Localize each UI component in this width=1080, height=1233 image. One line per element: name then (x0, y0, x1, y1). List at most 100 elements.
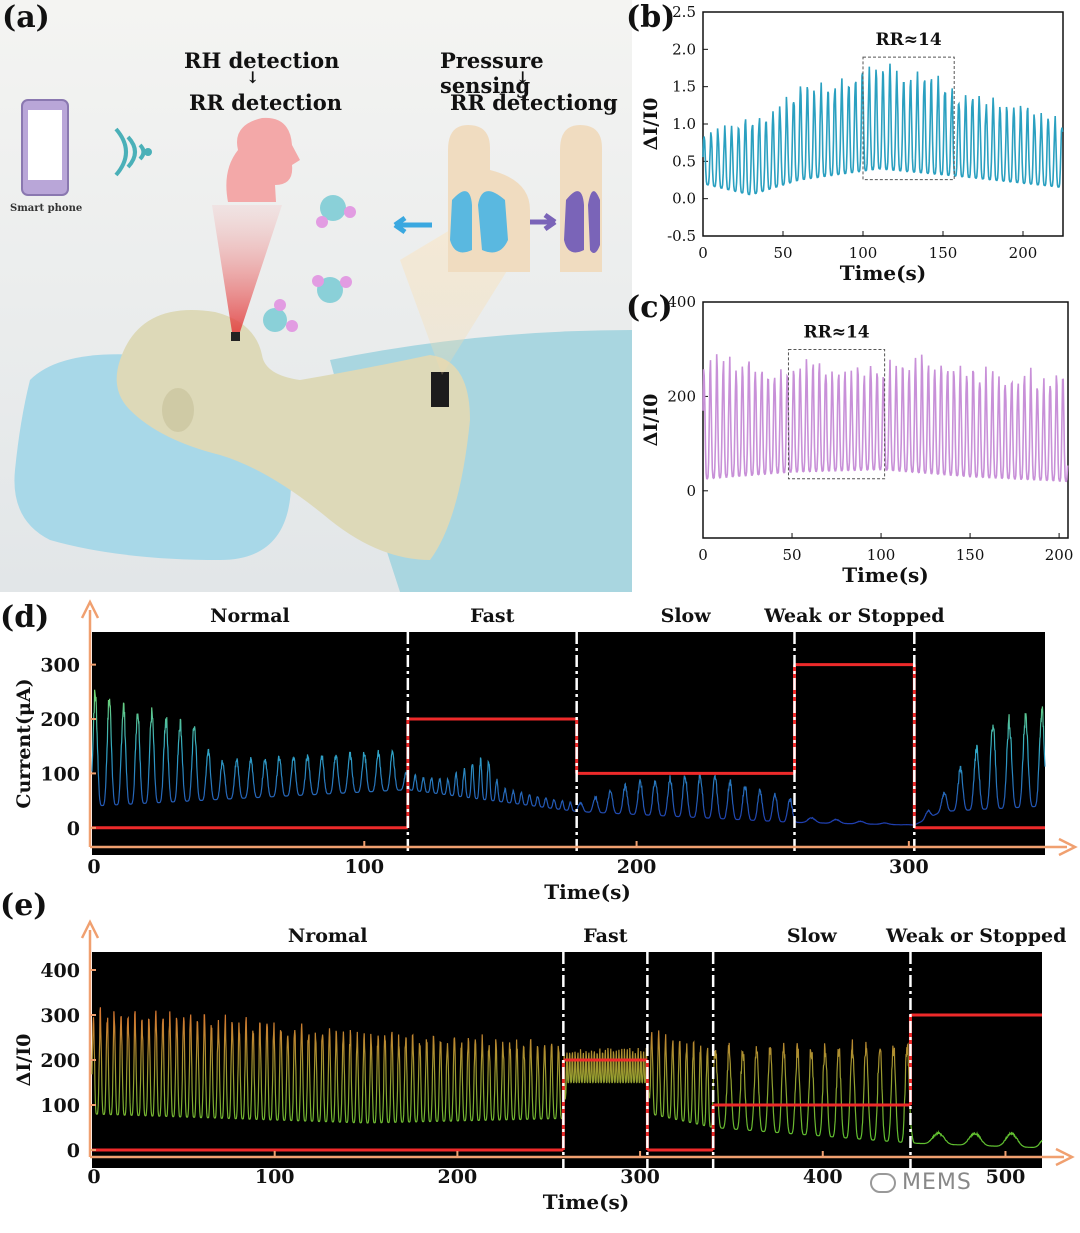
y-tick-label: 400 (667, 293, 696, 311)
x-axis-arrow (1055, 1147, 1075, 1167)
y-tick-label: 300 (40, 1005, 80, 1027)
x-tick-label: 100 (344, 856, 384, 878)
chart-b: 0 50 100 150 200 -0.5 0.0 0.5 1.0 1.5 2.0 2.5 Time(s… (640, 3, 1064, 285)
rr-detection-label: RR detection (189, 90, 343, 115)
watermark-text: MEMS (902, 1170, 972, 1195)
x-tick-label: 0 (698, 244, 708, 262)
x-tick-label: 150 (956, 546, 985, 564)
x-tick-label: 200 (438, 1166, 478, 1188)
rh-beam (212, 205, 282, 332)
y-axis-title: ΔI/I0 (640, 394, 662, 447)
watermark: MEMS (870, 1170, 972, 1195)
head-silhouette (226, 117, 300, 202)
segment-label: Slow (787, 925, 838, 947)
y-tick-label: 200 (40, 709, 80, 731)
illustration-svg (0, 0, 632, 592)
x-axis-title: Time(s) (842, 563, 929, 587)
panel-label-e: (e) (0, 888, 48, 923)
y-tick-label: 400 (40, 960, 80, 982)
x-axis-arrow (1058, 837, 1078, 857)
pressure-arrow: ↓ (516, 68, 530, 87)
y-tick-label: 0 (67, 1140, 80, 1162)
x-tick-label: 200 (1045, 546, 1074, 564)
chart-e: Nromal Fast Slow Weak or Stopped 0 100 200 300 4… (13, 919, 1075, 1214)
rr-annotation: RR≈14 (876, 30, 942, 50)
x-tick-label: 100 (849, 244, 878, 262)
data-series-line (702, 354, 1069, 483)
x-tick-label: 150 (929, 244, 958, 262)
segment-label: Nromal (288, 925, 368, 947)
segment-label: Fast (583, 925, 627, 947)
lungs-exhale-icon (564, 191, 600, 254)
x-tick-label: 100 (255, 1166, 295, 1188)
panel-label-d: (d) (0, 600, 50, 635)
y-tick-label: 0 (67, 818, 80, 840)
panel-label-b: (b) (626, 0, 676, 35)
y-tick-label: -0.5 (667, 227, 696, 245)
y-tick-label: 0.0 (672, 190, 696, 208)
y-tick-label: 100 (40, 1095, 80, 1117)
y-tick-label: 2.5 (672, 3, 696, 21)
x-tick-label: 200 (1009, 244, 1038, 262)
phone-screen (28, 110, 62, 180)
segment-label: Weak or Stopped (885, 925, 1066, 947)
y-tick-label: 0.5 (672, 152, 696, 170)
data-series-line (702, 63, 1064, 196)
x-tick-label: 400 (803, 1166, 843, 1188)
water-molecule-icon (263, 195, 356, 332)
x-tick-label: 500 (986, 1166, 1026, 1188)
chart-c: 0 50 100 150 200 0 200 400 Time(s) ΔI/I0 RR≈14 (640, 293, 1074, 587)
illustration-panel: RH detection ↓ RR detection Pressure sen… (0, 0, 632, 592)
y-tick-label: 1.0 (672, 115, 696, 133)
y-axis-title: Current(μA) (13, 678, 35, 808)
x-origin-label: 0 (87, 1166, 100, 1188)
watermark-icon (870, 1173, 896, 1193)
x-tick-label: 100 (867, 546, 896, 564)
lungs-inhale-icon (450, 191, 508, 253)
plot-frame (702, 11, 1064, 237)
rh-sensor (231, 332, 240, 341)
rr-detectiong-label: RR detectiong (450, 90, 618, 115)
pillow (14, 354, 292, 560)
y-tick-label: 200 (40, 1050, 80, 1072)
y-axis-arrow (80, 919, 100, 939)
y-tick-label: 200 (667, 387, 696, 405)
wifi-dot (144, 148, 152, 156)
x-tick-label: 50 (773, 244, 792, 262)
smart-phone-label: Smart phone (10, 203, 83, 214)
rr-annotation: RR≈14 (803, 322, 869, 342)
pressure-sensing-label: Pressure sensing (440, 48, 544, 98)
y-tick-label: 300 (40, 655, 80, 677)
patient-body (116, 310, 471, 560)
x-origin-label: 0 (87, 856, 100, 878)
x-axis-title: Time(s) (543, 1190, 630, 1214)
x-axis-title: Time(s) (840, 261, 927, 285)
data-series-line (91, 1007, 1043, 1148)
y-axis-arrow (80, 599, 100, 619)
right-arrow-icon (530, 212, 557, 232)
x-tick-label: 0 (698, 546, 708, 564)
plot-frame (702, 301, 1069, 539)
rh-arrow: ↓ (246, 68, 260, 87)
segment-label: Fast (470, 605, 514, 627)
pressure-sensor-band (431, 372, 449, 407)
plot-area (92, 632, 1045, 855)
segment-label: Normal (210, 605, 290, 627)
y-tick-label: 2.0 (672, 40, 696, 58)
rh-detection-label: RH detection (184, 48, 340, 73)
x-tick-label: 50 (782, 546, 801, 564)
left-arrow-icon (393, 215, 432, 235)
panel-label-c: (c) (626, 290, 673, 325)
x-tick-label: 300 (889, 856, 929, 878)
highlight-box (862, 56, 955, 181)
ear (162, 388, 194, 432)
x-axis-title: Time(s) (544, 880, 631, 904)
panel-label-a: (a) (2, 0, 50, 35)
x-tick-label: 300 (620, 1166, 660, 1188)
x-tick-label: 200 (617, 856, 657, 878)
data-series-line (91, 689, 1046, 826)
wifi-icon (114, 127, 146, 177)
y-tick-label: 1.5 (672, 78, 696, 96)
y-axis-title: ΔI/I0 (13, 1034, 35, 1087)
highlight-box (787, 348, 886, 480)
